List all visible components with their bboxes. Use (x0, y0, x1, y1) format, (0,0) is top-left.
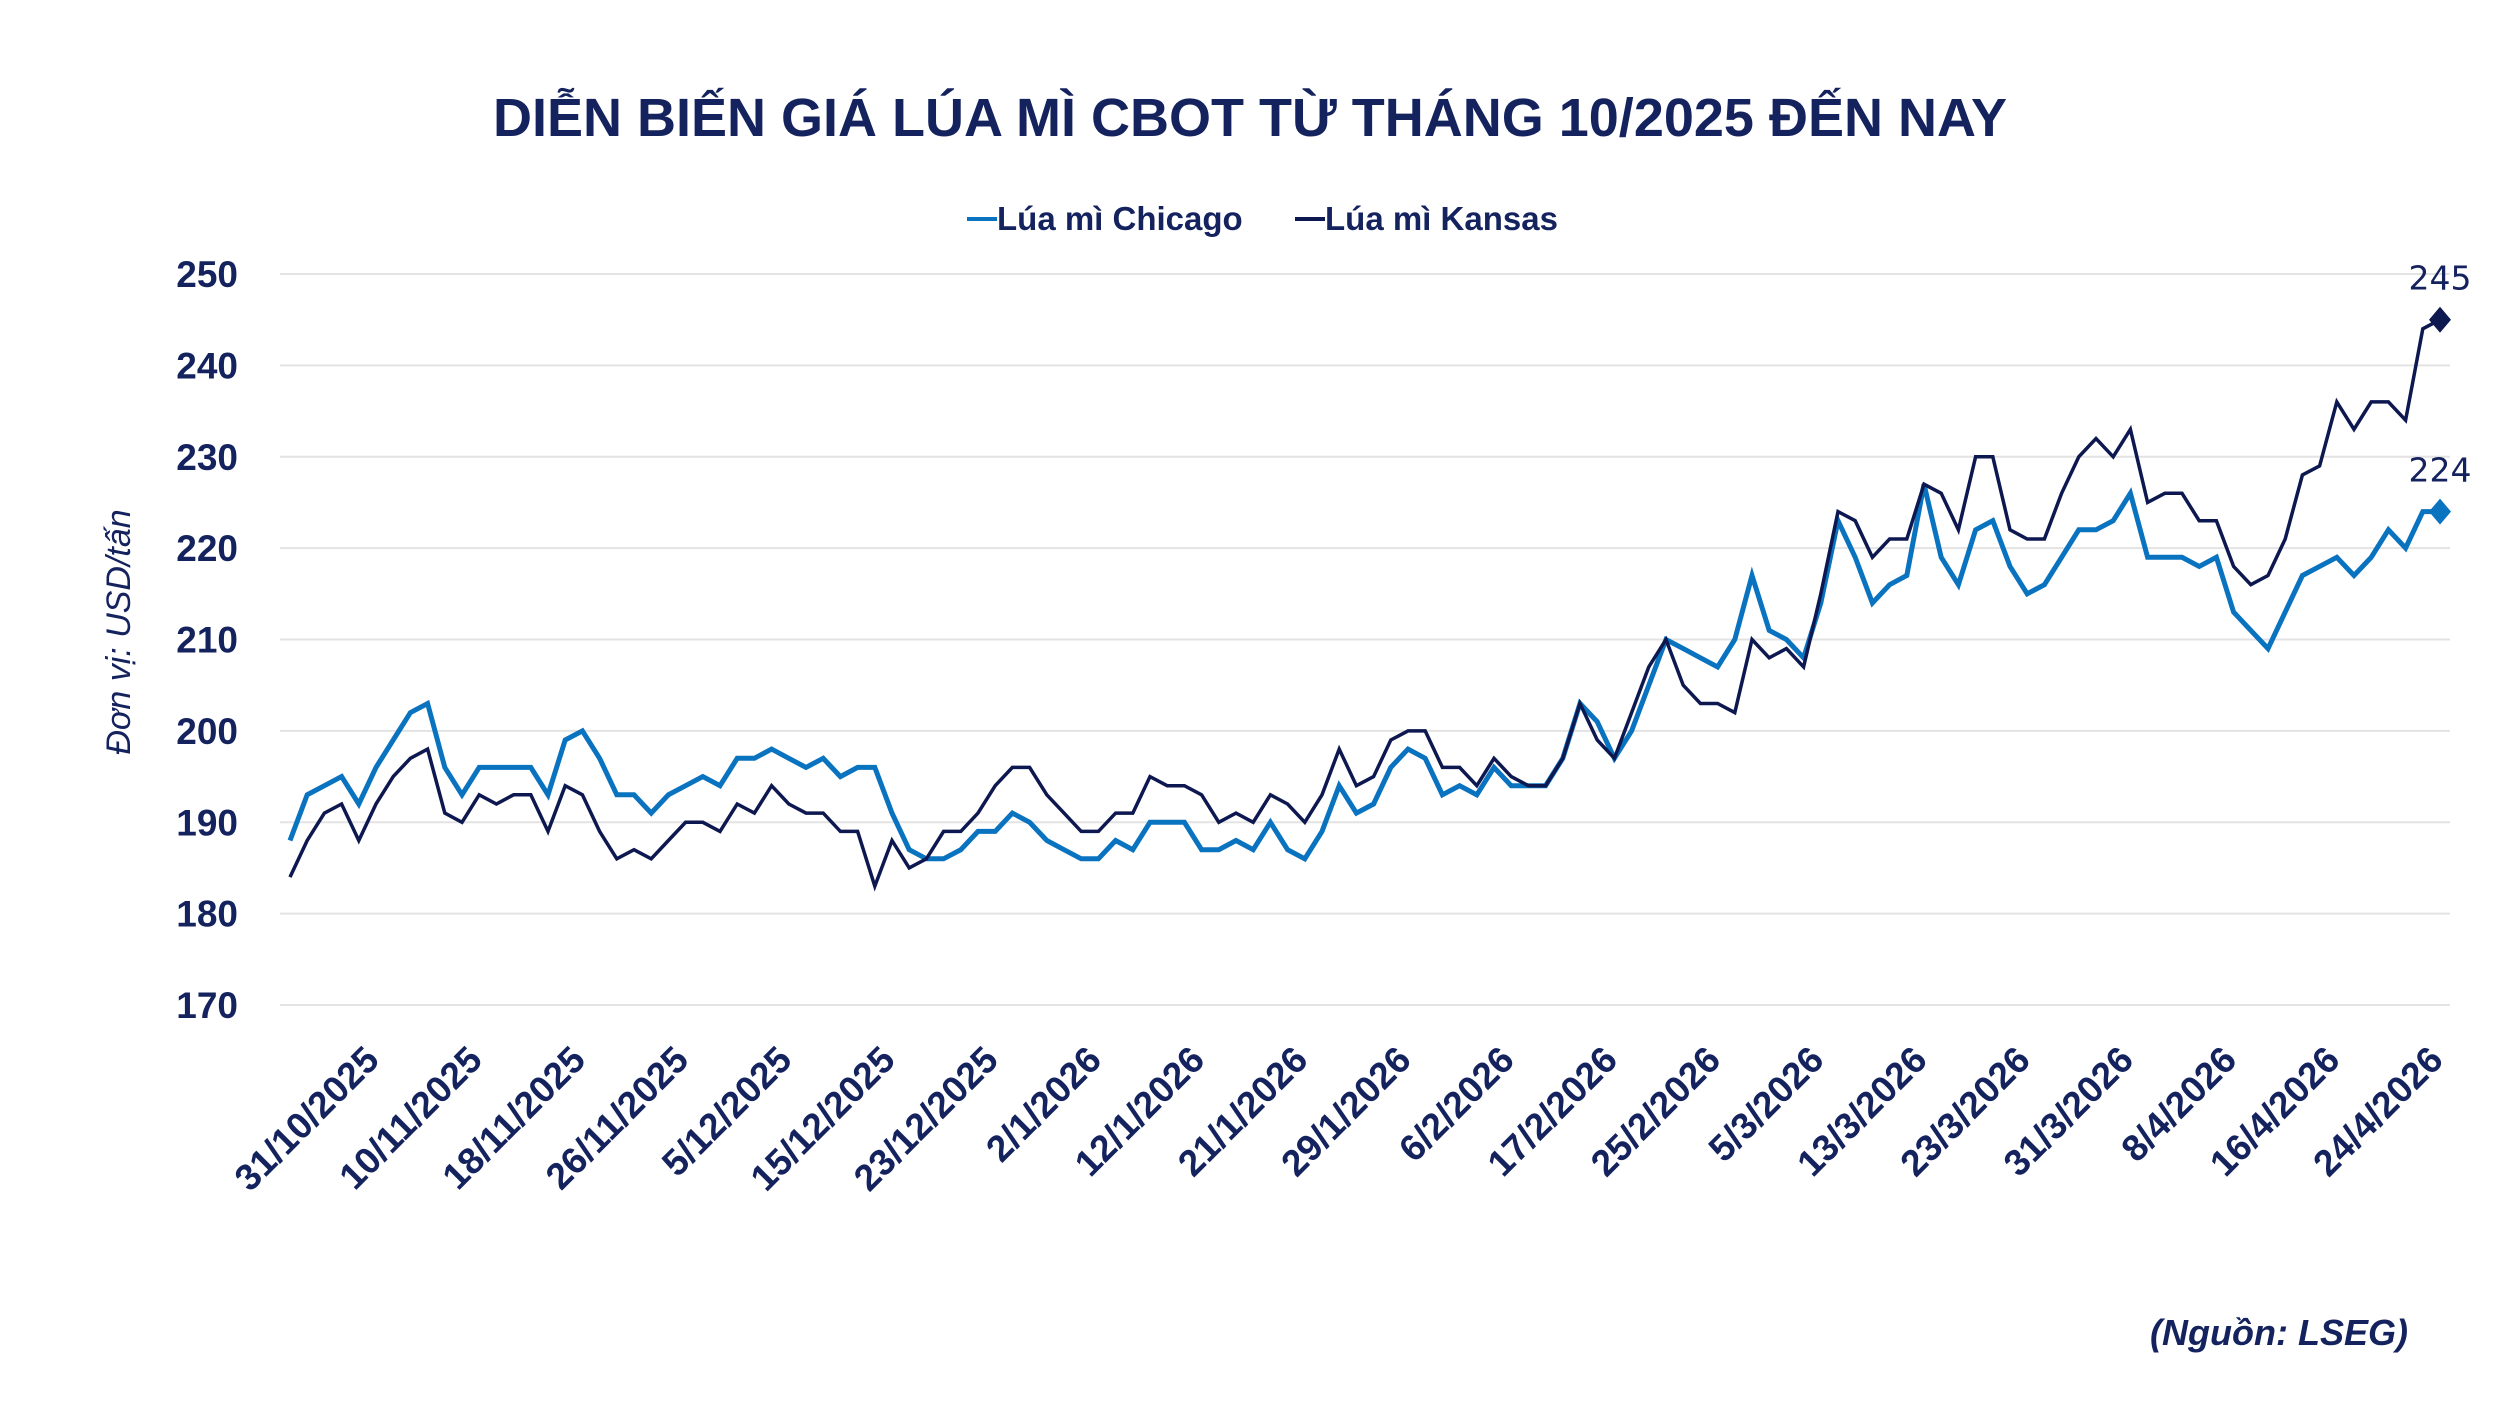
x-ticks: 31/10/202510/11/202518/11/202526/11/2025… (227, 1039, 2451, 1199)
y-tick-label: 170 (176, 985, 238, 1026)
y-tick-label: 230 (176, 437, 238, 478)
last-point-marker (2429, 498, 2451, 525)
y-tick-label: 190 (176, 802, 238, 843)
legend-item: Lúa mì Chicago (997, 200, 1243, 237)
chart-title: DIỄN BIẾN GIÁ LÚA MÌ CBOT TỪ THÁNG 10/20… (493, 87, 2007, 148)
y-tick-label: 210 (176, 620, 238, 661)
series-line-chicago (287, 483, 2440, 863)
y-tick-label: 240 (176, 345, 238, 386)
y-tick-label: 250 (176, 254, 238, 295)
series-lines: 224 245 (287, 259, 2472, 892)
series-line-kansas (288, 318, 2441, 892)
y-tick-label: 180 (176, 894, 238, 935)
last-point-marker (2429, 306, 2451, 333)
gridlines (280, 273, 2450, 1006)
source-note: (Nguồn: LSEG) (2150, 1312, 2408, 1353)
legend-item: Lúa mì Kansas (1325, 200, 1558, 237)
y-tick-label: 200 (176, 711, 238, 752)
y-tick-label: 220 (176, 528, 238, 569)
y-axis-label: Đơn vị: USD/tấn (100, 509, 138, 754)
legend: Lúa mì Chicago Lúa mì Kansas (967, 200, 1558, 237)
y-ticks: 170 180 190 200 210 220 230 240 250 (176, 254, 238, 1026)
last-value-label: 224 (2409, 451, 2472, 490)
last-value-label: 245 (2409, 259, 2472, 298)
